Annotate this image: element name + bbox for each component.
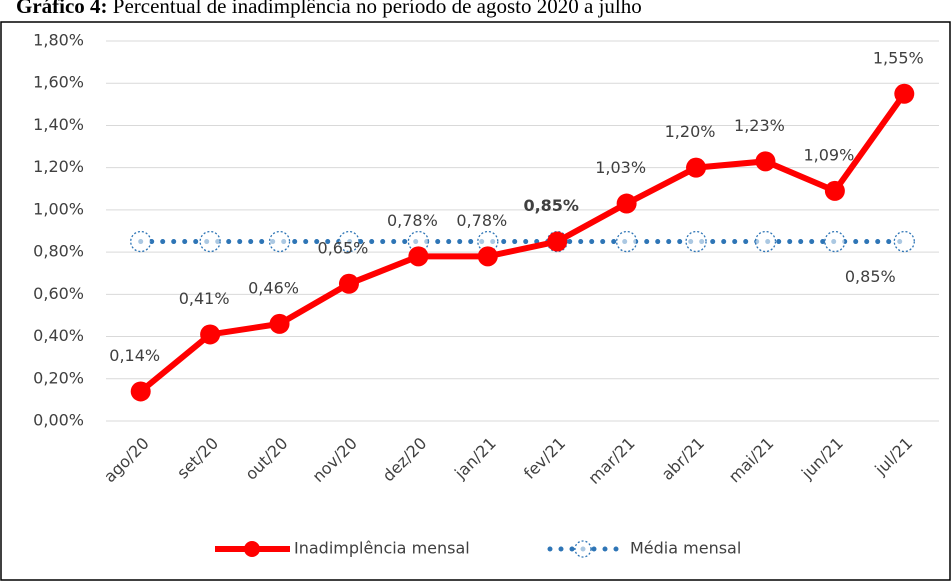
series-marker xyxy=(547,231,568,252)
data-label: 0,14% xyxy=(109,346,160,365)
chart-title: Gráfico 4: Percentual de inadimplência n… xyxy=(16,0,642,18)
y-tick-label: 1,80% xyxy=(33,31,84,50)
data-label: 0,41% xyxy=(179,289,230,308)
series-marker xyxy=(894,83,915,104)
series-marker xyxy=(686,157,707,178)
data-label: 0,78% xyxy=(387,211,438,230)
mean-marker xyxy=(407,230,430,253)
mean-marker xyxy=(893,230,915,253)
data-label: 0,65% xyxy=(318,238,369,257)
data-label: 1,03% xyxy=(595,158,646,177)
series-marker xyxy=(408,246,429,267)
data-label: 0,85% xyxy=(523,196,579,215)
y-tick-label: 1,20% xyxy=(33,157,84,176)
legend-marker xyxy=(574,540,592,558)
mean-marker xyxy=(754,230,777,253)
mean-marker xyxy=(199,230,221,253)
data-label: 0,85% xyxy=(845,267,896,286)
y-tick-label: 0,60% xyxy=(33,284,84,303)
series-line xyxy=(138,92,907,394)
data-label: 1,23% xyxy=(734,116,785,135)
legend-label: Inadimplência mensal xyxy=(294,539,470,558)
y-tick-label: 1,40% xyxy=(33,115,84,134)
y-tick-label: 1,60% xyxy=(33,73,84,92)
title-text: Percentual de inadimplência no período d… xyxy=(113,0,642,18)
data-label: 0,78% xyxy=(456,211,507,230)
y-tick-label: 0,80% xyxy=(33,242,84,261)
mean-marker xyxy=(615,230,638,253)
title-label: Gráfico 4: xyxy=(16,0,108,18)
series-marker xyxy=(269,313,290,334)
mean-marker xyxy=(268,230,291,253)
series-marker xyxy=(477,246,498,267)
chart-frame xyxy=(0,21,951,581)
mean-marker xyxy=(338,230,360,253)
mean-marker xyxy=(130,230,152,253)
series-marker xyxy=(338,273,359,294)
series-marker xyxy=(824,180,845,201)
y-tick-label: 0,40% xyxy=(33,326,84,345)
legend-label: Média mensal xyxy=(630,539,741,558)
y-tick-label: 0,20% xyxy=(33,368,84,387)
mean-marker xyxy=(477,230,499,253)
data-label: 1,20% xyxy=(665,122,716,141)
data-label: 0,46% xyxy=(248,278,299,297)
mean-marker xyxy=(824,230,846,253)
series-marker xyxy=(200,324,221,345)
mean-marker xyxy=(685,230,707,253)
data-label: 1,55% xyxy=(873,48,924,67)
y-tick-label: 0,00% xyxy=(33,411,84,430)
data-label: 1,09% xyxy=(803,145,854,164)
legend-marker xyxy=(244,541,260,557)
series-marker xyxy=(755,151,776,172)
series-marker xyxy=(616,193,637,214)
series-marker xyxy=(130,381,151,402)
y-tick-label: 1,00% xyxy=(33,199,84,218)
